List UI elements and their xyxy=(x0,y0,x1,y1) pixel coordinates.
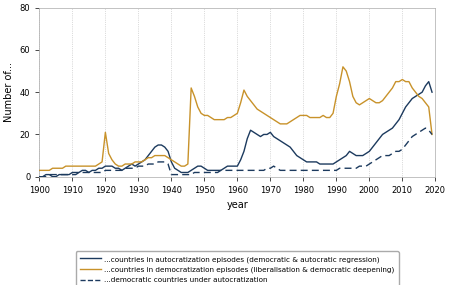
...democratic countries under autocratization xyxy=(119,169,125,172)
...democratic countries under autocratization xyxy=(429,133,435,136)
...democratic countries under autocratization xyxy=(142,164,148,168)
X-axis label: year: year xyxy=(226,200,248,210)
...countries in autocratization episodes (democratic & autocratic regression) xyxy=(347,150,352,153)
...countries in democratization episodes (liberalisation & democratic deepening) xyxy=(36,169,42,172)
...countries in autocratization episodes (democratic & autocratic regression) xyxy=(254,133,260,136)
...democratic countries under autocratization xyxy=(307,169,313,172)
...countries in democratization episodes (liberalisation & democratic deepening) xyxy=(350,95,356,98)
...countries in autocratization episodes (democratic & autocratic regression) xyxy=(429,90,435,94)
...countries in democratization episodes (liberalisation & democratic deepening) xyxy=(340,65,346,68)
...democratic countries under autocratization xyxy=(347,166,352,170)
Line: ...democratic countries under autocratization: ...democratic countries under autocratiz… xyxy=(40,128,432,177)
...democratic countries under autocratization xyxy=(36,175,42,178)
...countries in autocratization episodes (democratic & autocratic regression) xyxy=(36,175,42,178)
...countries in autocratization episodes (democratic & autocratic regression) xyxy=(142,158,148,162)
...democratic countries under autocratization xyxy=(254,169,260,172)
...countries in democratization episodes (liberalisation & democratic deepening) xyxy=(419,97,425,100)
Line: ...countries in democratization episodes (liberalisation & democratic deepening): ...countries in democratization episodes… xyxy=(40,67,432,170)
Legend: ...countries in autocratization episodes (democratic & autocratic regression), .: ...countries in autocratization episodes… xyxy=(76,251,399,285)
...countries in democratization episodes (liberalisation & democratic deepening) xyxy=(119,164,125,168)
...countries in democratization episodes (liberalisation & democratic deepening) xyxy=(142,158,148,162)
...countries in autocratization episodes (democratic & autocratic regression) xyxy=(416,93,422,96)
Y-axis label: Number of...: Number of... xyxy=(4,62,14,122)
Line: ...countries in autocratization episodes (democratic & autocratic regression): ...countries in autocratization episodes… xyxy=(40,82,432,177)
...countries in autocratization episodes (democratic & autocratic regression) xyxy=(426,80,432,83)
...countries in autocratization episodes (democratic & autocratic regression) xyxy=(119,169,125,172)
...democratic countries under autocratization xyxy=(416,131,422,134)
...countries in democratization episodes (liberalisation & democratic deepening) xyxy=(307,116,313,119)
...democratic countries under autocratization xyxy=(423,126,428,130)
...countries in democratization episodes (liberalisation & democratic deepening) xyxy=(254,107,260,111)
...countries in autocratization episodes (democratic & autocratic regression) xyxy=(307,160,313,164)
...countries in democratization episodes (liberalisation & democratic deepening) xyxy=(429,133,435,136)
